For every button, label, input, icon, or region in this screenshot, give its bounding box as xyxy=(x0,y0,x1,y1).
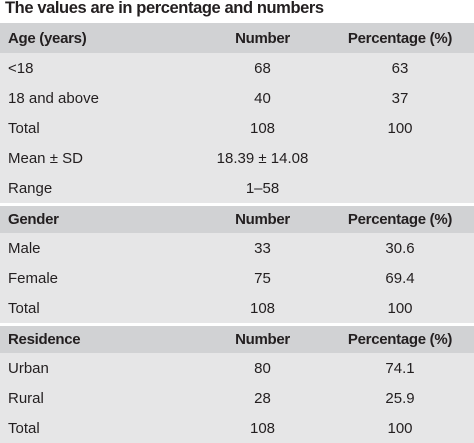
table-row: <18 68 63 xyxy=(0,53,474,83)
row-label: Total xyxy=(8,299,40,317)
row-label: Urban xyxy=(8,359,49,377)
row-percentage: 100 xyxy=(387,299,413,317)
table-caption: The values are in percentage and numbers xyxy=(5,0,324,17)
header-cell-number: Number xyxy=(235,211,290,228)
row-percentage: 69.4 xyxy=(385,269,415,287)
header-cell-number: Number xyxy=(235,29,290,47)
table-row: Total 108 100 xyxy=(0,413,474,443)
row-number: 68 xyxy=(254,59,271,77)
row-number: 1–58 xyxy=(245,179,280,197)
demographics-table: Age (years) Number Percentage (%) <18 68… xyxy=(0,23,474,443)
header-cell-number: Number xyxy=(235,331,290,348)
table-row: Female 75 69.4 xyxy=(0,263,474,293)
row-label: Mean ± SD xyxy=(8,149,83,167)
row-label: Total xyxy=(8,419,40,437)
row-percentage: 37 xyxy=(391,89,409,107)
header-cell-category: Residence xyxy=(8,331,81,348)
header-row-residence: Residence Number Percentage (%) xyxy=(0,323,474,353)
table-row: Range 1–58 xyxy=(0,173,474,203)
row-percentage xyxy=(330,143,470,173)
row-label: <18 xyxy=(8,59,34,77)
row-percentage: 100 xyxy=(387,419,413,437)
header-row-age: Age (years) Number Percentage (%) xyxy=(0,23,474,53)
row-label: Female xyxy=(8,269,59,287)
table-row: Rural 28 25.9 xyxy=(0,383,474,413)
row-label: Range xyxy=(8,179,53,197)
row-percentage: 63 xyxy=(391,59,409,77)
row-percentage: 100 xyxy=(387,119,413,137)
table-row: Urban 80 74.1 xyxy=(0,353,474,383)
header-cell-category: Age (years) xyxy=(8,29,87,47)
row-percentage xyxy=(330,173,470,203)
row-percentage: 25.9 xyxy=(385,389,415,407)
row-number: 108 xyxy=(249,419,276,437)
row-percentage: 30.6 xyxy=(385,239,415,257)
row-number: 108 xyxy=(249,299,276,317)
header-row-gender: Gender Number Percentage (%) xyxy=(0,203,474,233)
table-row: 18 and above 40 37 xyxy=(0,83,474,113)
row-number: 75 xyxy=(254,269,271,287)
row-percentage: 74.1 xyxy=(385,359,415,377)
row-label: Total xyxy=(8,119,40,137)
row-label: 18 and above xyxy=(8,89,99,107)
row-number: 28 xyxy=(254,389,271,407)
row-number: 18.39 ± 14.08 xyxy=(216,149,309,167)
row-number: 80 xyxy=(254,359,271,377)
table-row: Male 33 30.6 xyxy=(0,233,474,263)
table-row: Mean ± SD 18.39 ± 14.08 xyxy=(0,143,474,173)
row-number: 33 xyxy=(254,239,271,257)
row-number: 108 xyxy=(249,119,276,137)
table-row: Total 108 100 xyxy=(0,293,474,323)
header-cell-percentage: Percentage (%) xyxy=(347,29,453,47)
row-label: Male xyxy=(8,239,41,257)
table-row: Total 108 100 xyxy=(0,113,474,143)
row-number: 40 xyxy=(254,89,271,107)
header-cell-category: Gender xyxy=(8,211,59,228)
row-label: Rural xyxy=(8,389,44,407)
header-cell-percentage: Percentage (%) xyxy=(347,331,453,348)
header-cell-percentage: Percentage (%) xyxy=(347,211,453,228)
